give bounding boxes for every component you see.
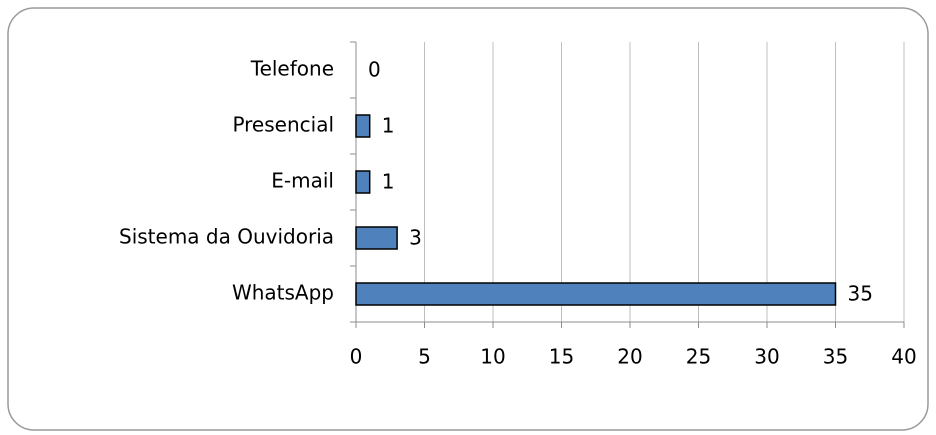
data-label: 0 [368, 58, 381, 82]
bar [355, 226, 398, 250]
y-tick-label: E-mail [271, 169, 334, 193]
y-tick-label: WhatsApp [232, 281, 334, 305]
x-tick-label: 30 [754, 345, 779, 369]
data-label: 1 [382, 114, 395, 138]
x-tick-label: 40 [891, 345, 916, 369]
y-tick-label: Telefone [250, 57, 334, 81]
y-tick-label: Sistema da Ouvidoria [119, 225, 334, 249]
data-label: 3 [409, 226, 422, 250]
x-tick-label: 25 [686, 345, 711, 369]
chart-frame [7, 7, 929, 431]
data-label: 35 [848, 282, 873, 306]
x-tick-label: 15 [549, 345, 574, 369]
bar [355, 170, 371, 194]
bar [355, 282, 837, 306]
x-tick-label: 10 [480, 345, 505, 369]
x-tick-label: 20 [617, 345, 642, 369]
x-tick-label: 35 [823, 345, 848, 369]
x-tick-label: 0 [350, 345, 363, 369]
y-tick-label: Presencial [232, 113, 334, 137]
data-label: 1 [382, 170, 395, 194]
x-tick-label: 5 [418, 345, 431, 369]
bar [355, 114, 371, 138]
